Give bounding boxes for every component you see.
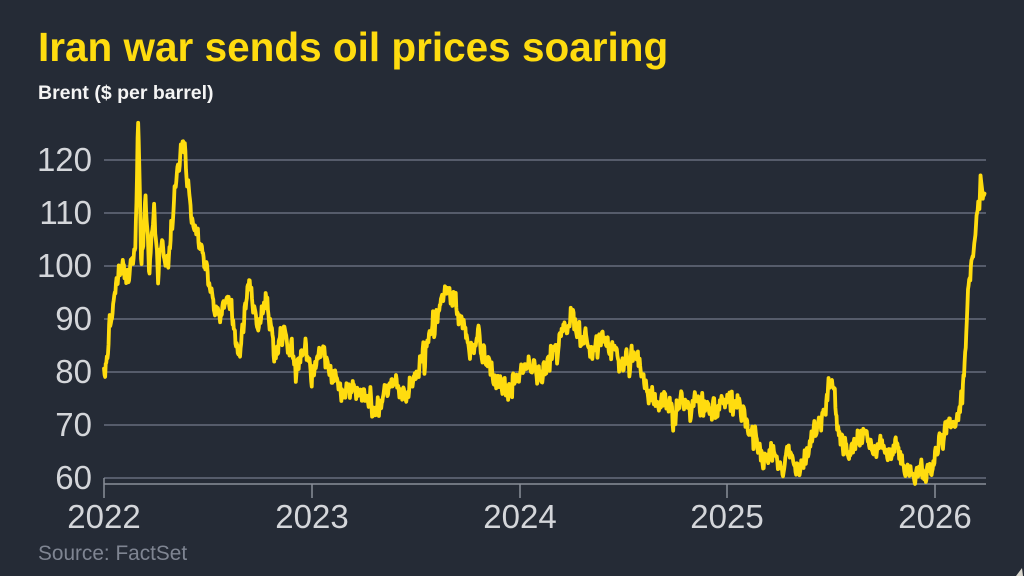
svg-text:70: 70	[55, 406, 92, 443]
svg-text:2026: 2026	[898, 498, 971, 535]
svg-text:120: 120	[37, 141, 92, 178]
svg-text:90: 90	[55, 300, 92, 337]
svg-text:110: 110	[39, 194, 92, 231]
svg-text:2022: 2022	[67, 498, 140, 535]
svg-text:100: 100	[37, 247, 92, 284]
svg-text:2024: 2024	[483, 498, 556, 535]
svg-text:2023: 2023	[275, 498, 348, 535]
svg-text:60: 60	[55, 459, 92, 496]
svg-text:80: 80	[55, 353, 92, 390]
svg-text:2025: 2025	[690, 498, 763, 535]
